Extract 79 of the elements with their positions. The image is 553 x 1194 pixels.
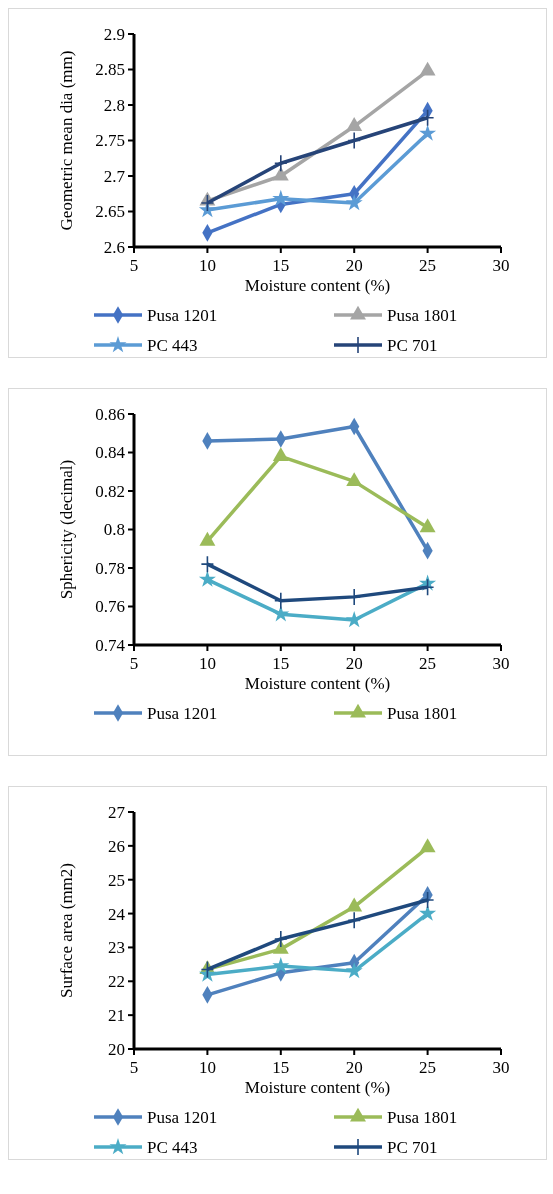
point [200,555,215,573]
x-tick-label: 5 [129,1058,139,1077]
y-tick-label: 20 [108,1039,125,1059]
point [347,131,361,150]
y-axis-title: Sphericity (decimal) [57,459,76,600]
y-axis-title: Surface area (mm2) [57,863,76,998]
legend-label: PC 701 [387,335,438,355]
point [419,518,436,533]
point [274,154,288,173]
point [419,61,436,76]
y-tick-label: 0.76 [95,597,125,617]
y-tick-label: 23 [108,938,125,958]
y-tick-label: 2.75 [95,131,125,151]
y-tick-label: 0.74 [95,635,126,655]
y-tick-label: 2.85 [95,60,125,80]
y-tick-label: 2.7 [103,166,126,186]
x-axis-title: Moisture content (%) [244,674,391,693]
y-tick-label: 2.65 [95,202,125,222]
point [345,194,363,211]
y-tick-label: 2.8 [103,95,125,115]
point [345,611,363,628]
y-tick-label: 2.9 [103,24,125,44]
legend-label: PC 443 [147,1137,198,1157]
point [419,904,437,921]
x-tick-label: 25 [419,1058,437,1077]
y-tick-label: 0.82 [95,481,125,501]
point [272,166,289,181]
legend-label: PC 701 [387,1137,438,1157]
x-tick-label: 5 [129,256,139,275]
legend-label: Pusa 1201 [147,703,218,723]
legend-label: Pusa 1801 [387,703,458,723]
x-tick-label: 30 [492,654,510,673]
y-tick-label: 0.84 [95,443,126,463]
y-tick-label: 0.86 [95,404,125,424]
point [419,838,436,853]
point [200,194,215,212]
x-tick-label: 5 [129,654,139,673]
y-tick-label: 26 [108,836,125,856]
legend-label: Pusa 1801 [387,305,458,325]
point [346,897,363,912]
point [272,189,290,206]
x-tick-label: 15 [272,256,290,275]
x-tick-label: 10 [198,1058,216,1077]
x-tick-label: 30 [492,256,510,275]
x-axis-title: Moisture content (%) [244,1078,391,1097]
x-tick-label: 10 [198,654,216,673]
x-tick-label: 15 [272,654,290,673]
y-tick-label: 21 [108,1006,125,1026]
point [200,960,215,979]
point [420,891,435,909]
y-tick-label: 22 [108,972,125,992]
point [345,962,363,979]
point [420,108,435,127]
point [198,570,216,587]
point [419,124,437,141]
point [346,117,363,131]
legend-label: Pusa 1201 [147,1107,218,1127]
x-tick-label: 25 [419,654,437,673]
x-tick-label: 10 [198,256,216,275]
x-tick-label: 30 [492,1058,510,1077]
y-axis-title: Geometric mean dia (mm) [57,50,76,231]
x-tick-label: 25 [419,256,437,275]
point [347,911,361,930]
x-tick-label: 20 [345,256,363,275]
y-tick-label: 27 [108,802,126,822]
legend-label: PC 443 [147,335,198,355]
legend-label: Pusa 1801 [387,1107,458,1127]
legend-label: Pusa 1201 [147,305,218,325]
y-tick-label: 0.8 [103,520,125,540]
point [272,957,290,974]
y-tick-label: 25 [108,870,125,890]
y-tick-label: 2.6 [103,237,125,257]
y-tick-label: 24 [108,904,126,924]
x-tick-label: 20 [345,1058,363,1077]
x-axis-title: Moisture content (%) [244,276,391,295]
x-tick-label: 20 [345,654,363,673]
x-tick-label: 15 [272,1058,290,1077]
point [420,578,435,597]
y-tick-label: 0.78 [95,558,125,578]
